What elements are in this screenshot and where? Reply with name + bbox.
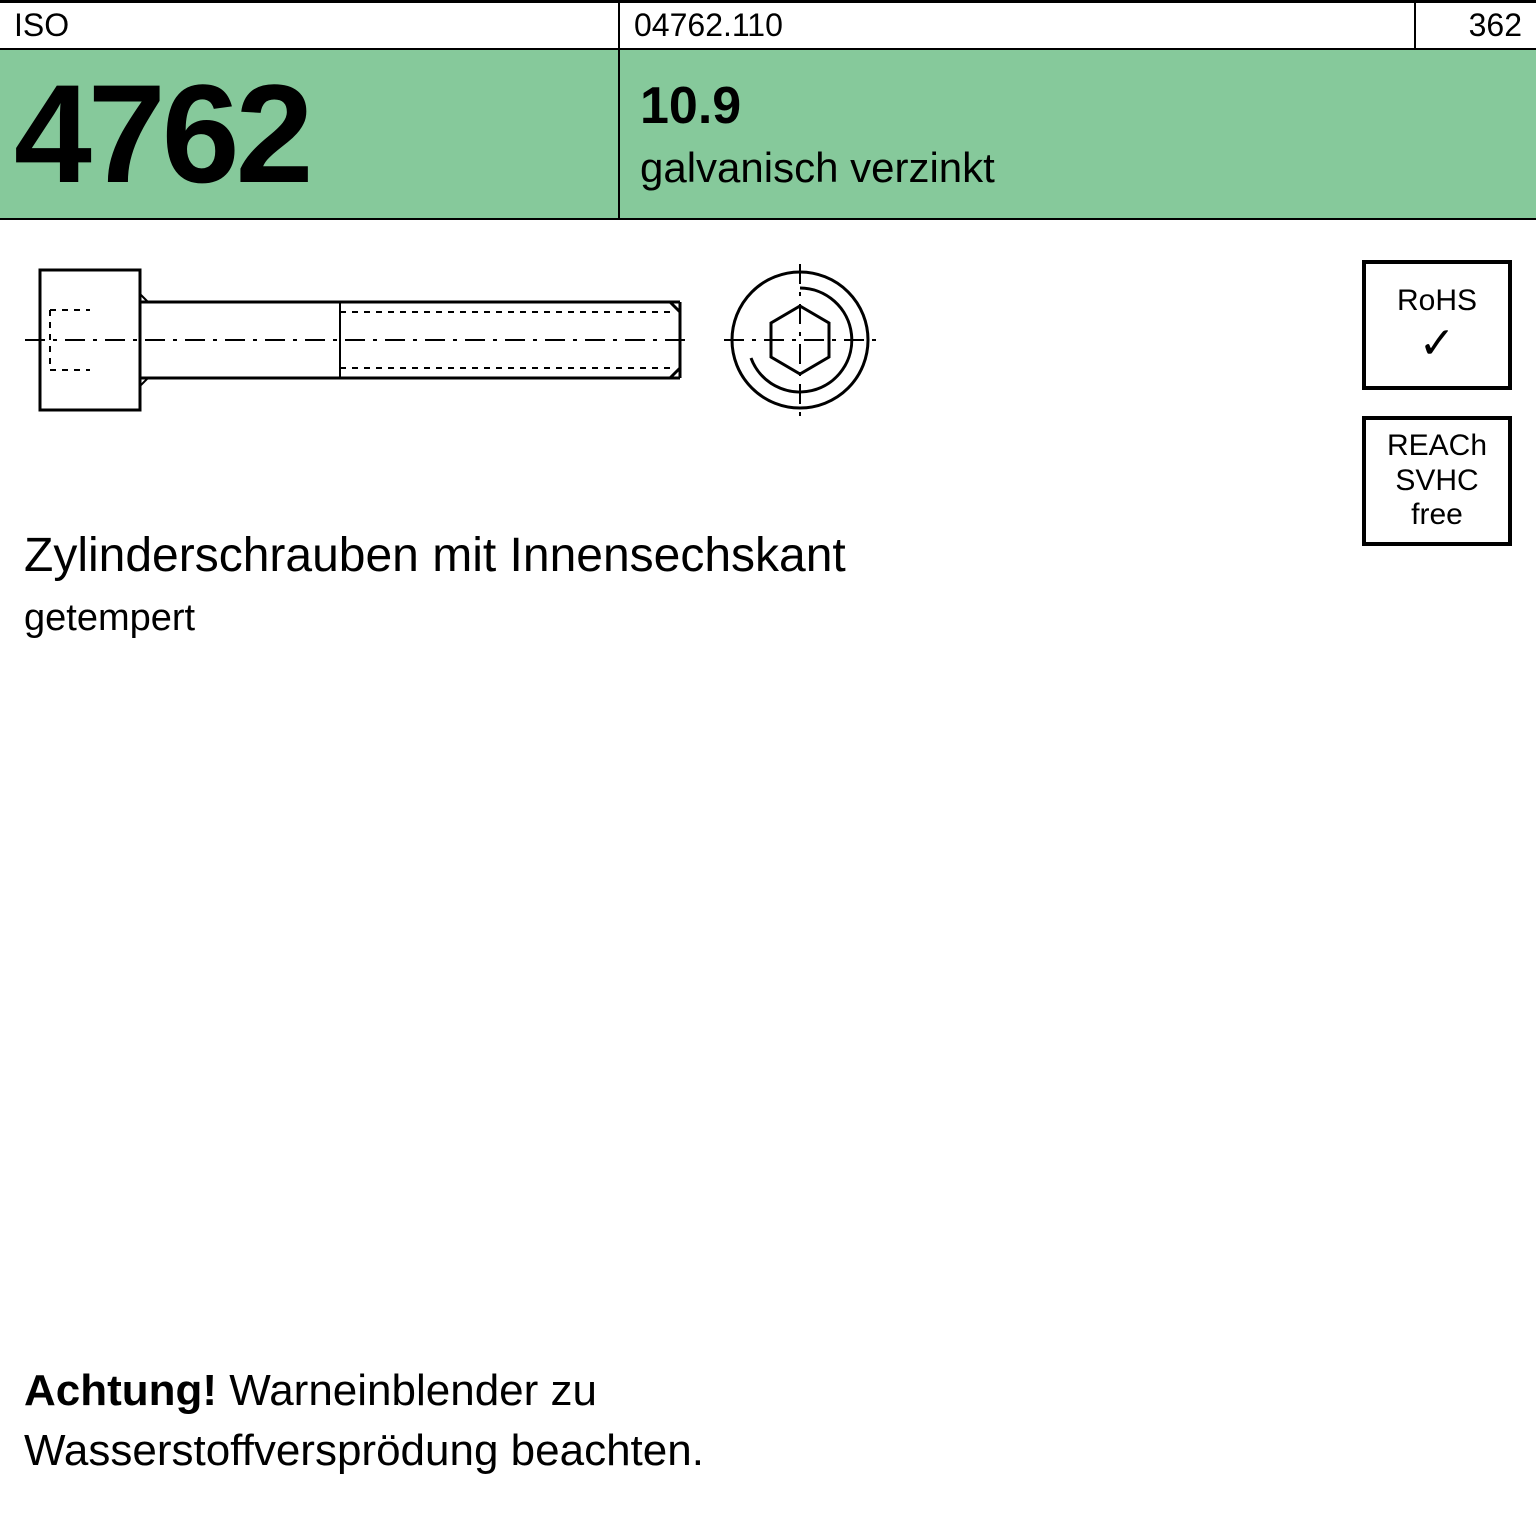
description-block: Zylinderschrauben mit Innensechskant get… xyxy=(0,500,1300,640)
product-title: Zylinderschrauben mit Innensechskant xyxy=(24,528,1276,583)
rohs-badge: RoHS ✓ xyxy=(1362,260,1512,390)
top-right-cell: 362 xyxy=(1416,3,1536,48)
strength-grade: 10.9 xyxy=(640,76,1536,136)
surface-finish: galvanisch verzinkt xyxy=(640,144,1536,192)
warning-line1: Achtung! Warneinblender zu xyxy=(24,1366,1512,1416)
reach-line1: REACh xyxy=(1387,429,1487,464)
rohs-label: RoHS xyxy=(1397,284,1477,319)
compliance-badges: RoHS ✓ REACh SVHC free xyxy=(1362,260,1512,546)
article-code: 04762.110 xyxy=(634,7,783,44)
product-subtitle: getempert xyxy=(24,597,1276,640)
reach-badge: REACh SVHC free xyxy=(1362,416,1512,546)
standard-number-cell: 4762 xyxy=(0,50,620,218)
top-mid-cell: 04762.110 xyxy=(620,3,1416,48)
warning-label: Achtung! xyxy=(24,1366,217,1415)
warning-text1: Warneinblender zu xyxy=(229,1366,597,1415)
standard-number: 4762 xyxy=(14,64,309,204)
warning-line2: Wasserstoffversprödung beachten. xyxy=(24,1426,1512,1476)
top-left-cell: ISO xyxy=(0,3,620,48)
warning-block: Achtung! Warneinblender zu Wasserstoffve… xyxy=(24,1366,1512,1476)
reach-line3: free xyxy=(1411,498,1463,533)
screw-diagram-svg xyxy=(20,250,920,440)
technical-drawing xyxy=(0,220,1536,500)
check-icon: ✓ xyxy=(1419,322,1456,366)
reach-line2: SVHC xyxy=(1395,464,1478,499)
spec-cell: 10.9 galvanisch verzinkt xyxy=(620,50,1536,218)
top-info-bar: ISO 04762.110 362 xyxy=(0,0,1536,50)
green-header-bar: 4762 10.9 galvanisch verzinkt xyxy=(0,50,1536,220)
page-ref: 362 xyxy=(1469,7,1522,44)
iso-label: ISO xyxy=(14,7,69,44)
